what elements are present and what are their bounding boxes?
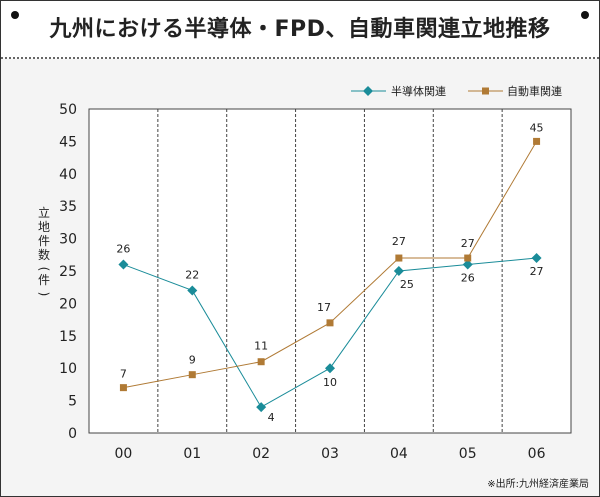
data-point-diamond xyxy=(393,266,404,276)
y-axis-label-char: ) xyxy=(37,292,51,297)
x-tick-label: 00 xyxy=(115,446,133,462)
plot-frame xyxy=(88,108,572,434)
data-point-square xyxy=(326,319,334,327)
data-point-diamond xyxy=(118,259,129,270)
data-point-square xyxy=(533,137,541,145)
data-label-automotive: 45 xyxy=(530,121,544,134)
y-axis-label-char: 数 xyxy=(38,247,50,262)
y-tick-label: 35 xyxy=(59,199,77,215)
y-tick-label: 20 xyxy=(59,296,77,312)
data-point-square xyxy=(464,254,472,262)
y-tick-label: 45 xyxy=(59,134,77,150)
y-axis-label-char: 立 xyxy=(38,205,50,220)
y-axis-label-char: 件 xyxy=(38,273,50,287)
y-axis-label-char: 地 xyxy=(38,220,50,234)
x-tick-label: 06 xyxy=(528,446,546,462)
data-point-diamond xyxy=(256,402,267,413)
legend-label-automotive: 自動車関連 xyxy=(507,84,562,98)
data-label-automotive: 11 xyxy=(254,340,268,353)
y-tick-label: 0 xyxy=(68,426,77,442)
legend-label-semiconductor: 半導体関連 xyxy=(391,84,446,98)
data-point-diamond xyxy=(531,253,542,264)
page-title: 九州における半導体・FPD、自動車関連立地推移 xyxy=(49,17,551,42)
data-label-semiconductor: 27 xyxy=(530,265,544,278)
data-label-automotive: 27 xyxy=(392,235,406,248)
legend-marker-diamond xyxy=(363,86,373,96)
x-tick-label: 03 xyxy=(321,446,339,462)
x-tick-label: 05 xyxy=(459,446,477,462)
y-axis-label-char: ( xyxy=(37,267,51,272)
x-tick-label: 01 xyxy=(183,446,201,462)
corner-dot-icon xyxy=(11,11,19,19)
y-tick-label: 15 xyxy=(59,329,77,345)
data-label-semiconductor: 25 xyxy=(400,278,414,291)
data-label-semiconductor: 22 xyxy=(185,268,199,281)
y-tick-label: 5 xyxy=(68,394,77,410)
data-label-automotive: 17 xyxy=(317,301,331,314)
y-tick-label: 30 xyxy=(59,232,77,248)
data-label-semiconductor: 26 xyxy=(461,272,475,285)
data-point-square xyxy=(257,358,265,366)
data-point-square xyxy=(395,254,403,262)
data-label-semiconductor: 4 xyxy=(268,411,275,424)
data-point-diamond xyxy=(462,259,473,270)
data-point-square xyxy=(119,384,127,392)
data-point-diamond xyxy=(325,363,335,374)
corner-dot-icon xyxy=(581,11,589,19)
data-label-automotive: 27 xyxy=(461,237,475,250)
data-label-semiconductor: 26 xyxy=(116,243,130,256)
y-tick-label: 40 xyxy=(59,167,77,183)
data-label-automotive: 7 xyxy=(120,368,127,381)
source-note: ※出所:九州経済産業局 xyxy=(487,479,589,490)
y-tick-label: 10 xyxy=(59,361,77,377)
data-point-diamond xyxy=(187,285,198,296)
x-tick-label: 02 xyxy=(252,446,270,462)
data-point-square xyxy=(188,371,196,379)
data-label-semiconductor: 10 xyxy=(323,376,337,389)
data-label-automotive: 9 xyxy=(189,354,196,367)
y-tick-label: 25 xyxy=(59,264,77,280)
x-tick-label: 04 xyxy=(390,446,408,462)
y-axis-label-char: 件 xyxy=(38,234,50,248)
y-tick-label: 50 xyxy=(59,102,77,118)
title-bar: 九州における半導体・FPD、自動車関連立地推移 xyxy=(1,1,599,59)
legend-marker-square xyxy=(482,87,489,95)
